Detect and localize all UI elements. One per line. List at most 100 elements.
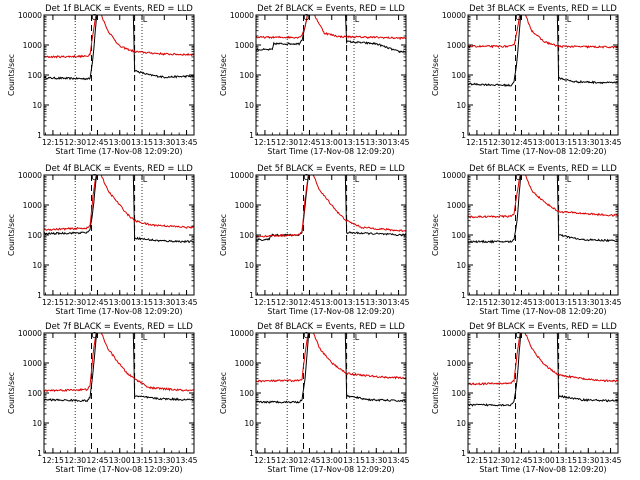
y-tick-label: 1	[249, 449, 254, 458]
x-axis-label: Start Time (17-Nov-08 12:09:20)	[479, 465, 606, 474]
x-tick-label: 12:45	[87, 456, 109, 465]
annotation-o: O	[303, 173, 309, 182]
y-axis-label: Counts/sec	[431, 54, 440, 96]
events-series-line	[44, 15, 194, 81]
panel: Det 5f BLACK = Events, RED = LLD 1 10 100 10…	[219, 163, 410, 316]
panel-title: Det 9f BLACK = Events, RED = LLD	[469, 321, 617, 331]
panel-title: Det 3f BLACK = Events, RED = LLD	[469, 3, 617, 13]
y-tick-label: 1	[37, 131, 42, 140]
lld-series-line	[468, 15, 618, 49]
lld-series-line	[44, 15, 194, 59]
y-tick-label: 10000	[442, 329, 466, 338]
y-tick-label: 100	[240, 389, 255, 398]
x-tick-label: 13:45	[388, 138, 410, 147]
y-tick-label: 10000	[18, 329, 42, 338]
y-tick-label: 1	[37, 449, 42, 458]
y-tick-label: 100	[28, 71, 43, 80]
x-tick-label: 13:00	[109, 456, 131, 465]
y-tick-label: 1000	[447, 359, 466, 368]
panel-title: Det 7f BLACK = Events, RED = LLD	[45, 321, 193, 331]
x-tick-label: 13:15	[555, 456, 577, 465]
x-tick-label: 12:45	[87, 298, 109, 307]
panel: Det 2f BLACK = Events, RED = LLD 1 10 100 10…	[219, 3, 410, 156]
x-tick-label: 13:15	[343, 138, 365, 147]
x-axis-label: Start Time (17-Nov-08 12:09:20)	[55, 465, 182, 474]
lld-series-line	[468, 333, 618, 386]
panel: Det 4f BLACK = Events, RED = LLD 1 10 100 10…	[7, 163, 198, 316]
panel-title: Det 1f BLACK = Events, RED = LLD	[45, 3, 193, 13]
x-tick-label: 13:45	[600, 138, 622, 147]
annotation-l: L	[355, 333, 360, 342]
events-series-line	[468, 175, 618, 244]
annotation-l: L	[355, 175, 360, 184]
x-tick-label: 13:30	[365, 456, 387, 465]
x-tick-label: 12:30	[488, 456, 510, 465]
y-tick-label: 1	[249, 291, 254, 300]
y-tick-label: 100	[452, 231, 467, 240]
x-tick-label: 12:15	[254, 138, 276, 147]
lld-series-line	[256, 15, 406, 41]
panel: Det 6f BLACK = Events, RED = LLD 1 10 100 10…	[431, 163, 622, 316]
y-tick-label: 1000	[235, 359, 254, 368]
x-tick-label: 12:45	[511, 456, 533, 465]
x-tick-label: 13:45	[388, 456, 410, 465]
x-axis-label: Start Time (17-Nov-08 12:09:20)	[479, 147, 606, 156]
plot-frame	[43, 14, 195, 136]
x-tick-label: 12:45	[511, 138, 533, 147]
annotation-o: O	[91, 173, 97, 182]
panel: Det 9f BLACK = Events, RED = LLD 1 10 100 10…	[431, 321, 622, 474]
y-tick-label: 100	[28, 231, 43, 240]
x-tick-label: 13:45	[176, 298, 198, 307]
events-series-line	[256, 333, 406, 404]
y-tick-label: 10	[244, 419, 254, 428]
x-tick-label: 12:45	[299, 456, 321, 465]
panel: Det 8f BLACK = Events, RED = LLD 1 10 100 10…	[219, 321, 410, 474]
x-tick-label: 12:15	[254, 456, 276, 465]
y-tick-label: 10	[244, 261, 254, 270]
x-tick-label: 13:45	[600, 298, 622, 307]
annotation-o: O	[515, 13, 521, 22]
annotation-o: O	[303, 331, 309, 340]
x-tick-label: 12:15	[254, 298, 276, 307]
x-tick-label: 12:30	[276, 456, 298, 465]
events-series-line	[256, 15, 406, 54]
panel-title: Det 2f BLACK = Events, RED = LLD	[257, 3, 405, 13]
panel: Det 1f BLACK = Events, RED = LLD 1 10 100 10…	[7, 3, 198, 156]
x-tick-label: 13:45	[176, 456, 198, 465]
y-tick-label: 100	[240, 231, 255, 240]
annotation-l: L	[567, 175, 572, 184]
lld-series-line	[44, 333, 194, 393]
y-tick-label: 100	[28, 389, 43, 398]
y-tick-label: 1	[461, 291, 466, 300]
y-tick-label: 100	[240, 71, 255, 80]
lld-series-line	[468, 175, 618, 219]
y-axis-label: Counts/sec	[7, 372, 16, 414]
annotation-o: O	[303, 13, 309, 22]
plot-frame	[255, 332, 407, 454]
lld-series-line	[256, 175, 406, 238]
x-tick-label: 13:30	[365, 138, 387, 147]
x-tick-label: 13:15	[131, 138, 153, 147]
x-tick-label: 12:15	[466, 456, 488, 465]
panel: Det 3f BLACK = Events, RED = LLD 1 10 100 10…	[431, 3, 622, 156]
plot-frame	[467, 14, 619, 136]
x-axis-label: Start Time (17-Nov-08 12:09:20)	[55, 307, 182, 316]
y-tick-label: 10	[32, 101, 42, 110]
x-tick-label: 13:15	[555, 298, 577, 307]
annotation-l: L	[143, 175, 148, 184]
panel-title: Det 5f BLACK = Events, RED = LLD	[257, 163, 405, 173]
annotation-l: L	[355, 15, 360, 24]
x-axis-label: Start Time (17-Nov-08 12:09:20)	[267, 147, 394, 156]
x-tick-label: 13:30	[153, 298, 175, 307]
events-series-line	[44, 175, 194, 244]
x-tick-label: 12:15	[42, 298, 64, 307]
x-tick-label: 13:15	[555, 138, 577, 147]
annotation-o: O	[515, 173, 521, 182]
lld-series-line	[256, 333, 406, 383]
y-tick-label: 1000	[23, 359, 42, 368]
y-tick-label: 10000	[442, 171, 466, 180]
x-tick-label: 12:30	[64, 456, 86, 465]
x-tick-label: 13:30	[153, 138, 175, 147]
x-tick-label: 12:15	[42, 456, 64, 465]
